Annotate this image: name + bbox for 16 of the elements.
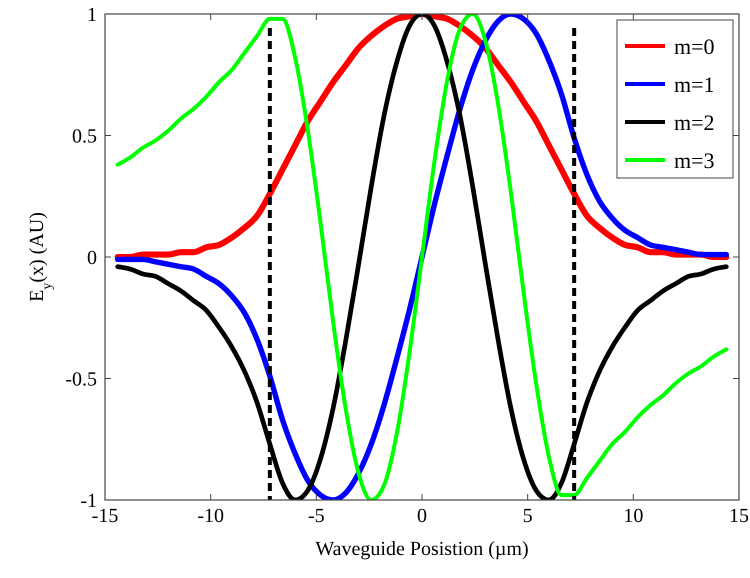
x-tick-label: 0 [417,505,427,527]
x-tick-label: 5 [522,505,533,527]
x-tick-label: -5 [308,505,325,527]
legend-label: m=1 [674,72,715,97]
y-tick-label: 0 [87,247,97,269]
legend-label: m=0 [674,34,715,59]
y-tick-label: 1 [87,4,97,26]
x-tick-label: 10 [623,505,644,527]
legend-label: m=3 [674,148,715,173]
x-tick-label: -10 [197,505,224,527]
y-tick-label: -0.5 [65,368,97,390]
x-axis-title: Waveguide Posistion (µm) [315,538,529,560]
y-tick-label: -1 [80,490,97,512]
legend-label: m=2 [674,110,715,135]
y-tick-label: 0.5 [72,126,97,148]
x-tick-label: 15 [729,505,749,527]
